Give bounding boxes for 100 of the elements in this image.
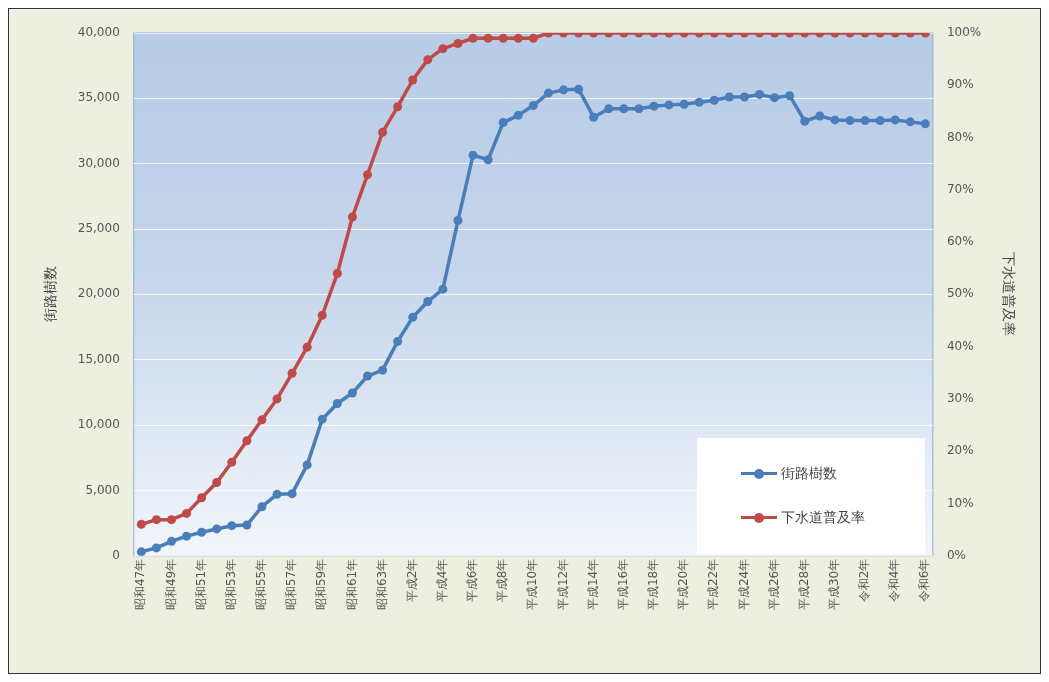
point (347, 212, 357, 222)
y2-tick-label: 70% (946, 181, 974, 196)
point (528, 101, 538, 111)
point (242, 436, 252, 446)
point (785, 91, 795, 101)
y-tick-label: 5,000 (85, 482, 120, 497)
x-tick-label: 令和6年 (917, 558, 932, 603)
point (830, 115, 840, 125)
point (860, 116, 870, 126)
point (272, 489, 282, 499)
point (559, 85, 568, 95)
legend-label: 下水道普及率 (780, 508, 865, 527)
point (574, 84, 584, 94)
x-tick-label: 平成6年 (465, 558, 480, 603)
x-tick-label: 昭和55年 (254, 558, 269, 611)
point (151, 543, 161, 553)
y-tick-label: 40,000 (77, 25, 120, 40)
point (393, 102, 403, 112)
point (438, 284, 448, 294)
point (800, 116, 810, 126)
y2-tick-label: 50% (946, 286, 974, 301)
point (408, 312, 418, 322)
point (182, 508, 192, 518)
point (468, 150, 478, 160)
x-tick-label: 平成22年 (706, 558, 721, 611)
y2-axis-title: 下水道普及率 (1000, 252, 1017, 337)
point (362, 371, 372, 381)
point (890, 115, 900, 125)
point (151, 515, 161, 525)
point (362, 170, 372, 180)
point (378, 127, 388, 137)
point (302, 460, 312, 470)
x-tick-label: 平成8年 (495, 558, 510, 603)
legend-label: 街路樹数 (780, 464, 837, 483)
point (513, 110, 523, 120)
x-tick-label: 平成2年 (404, 558, 419, 603)
x-tick-label: 令和4年 (887, 558, 902, 603)
point (182, 531, 192, 541)
point (393, 336, 403, 346)
point (679, 99, 689, 109)
point (408, 75, 418, 85)
point (197, 527, 207, 537)
point (332, 398, 342, 408)
point (257, 415, 267, 425)
y-tick-label: 0 (112, 547, 120, 562)
point (709, 95, 719, 105)
point (227, 521, 237, 531)
x-tick-label: 令和2年 (857, 558, 872, 603)
point (770, 93, 780, 103)
x-tick-label: 昭和57年 (284, 558, 299, 611)
x-tick-label: 平成20年 (676, 558, 691, 611)
x-tick-label: 昭和47年 (133, 558, 148, 611)
x-tick-label: 昭和63年 (374, 558, 389, 611)
x-tick-label: 平成14年 (585, 558, 600, 611)
point (423, 297, 433, 307)
point (272, 394, 282, 404)
point (649, 101, 659, 111)
point (438, 44, 448, 54)
y-tick-label: 10,000 (77, 417, 120, 432)
point (589, 112, 599, 122)
y2-tick-label: 10% (946, 495, 974, 510)
point (242, 520, 252, 530)
x-tick-label: 昭和51年 (193, 558, 208, 611)
point (498, 118, 508, 128)
point (287, 489, 297, 499)
y-tick-label: 30,000 (77, 155, 120, 170)
point (453, 216, 463, 226)
point (619, 104, 629, 114)
x-tick-label: 昭和53年 (223, 558, 238, 611)
y2-tick-label: 20% (946, 443, 974, 458)
point (815, 111, 825, 121)
point (724, 92, 734, 102)
point (227, 457, 237, 467)
point (166, 515, 176, 525)
point (287, 368, 297, 378)
y2-tick-label: 80% (946, 129, 974, 144)
point (875, 116, 885, 126)
point (302, 342, 312, 352)
point (212, 524, 222, 534)
x-tick-label: 平成26年 (766, 558, 781, 611)
point (378, 365, 388, 375)
y2-tick-label: 40% (946, 338, 974, 353)
x-tick-label: 平成28年 (796, 558, 811, 611)
point (423, 55, 433, 65)
y-tick-label: 15,000 (77, 351, 120, 366)
point (483, 155, 493, 165)
y2-tick-label: 90% (946, 77, 974, 92)
x-tick-label: 平成18年 (646, 558, 661, 611)
x-tick-label: 平成30年 (827, 558, 842, 611)
point (604, 104, 614, 114)
point (332, 268, 342, 278)
x-tick-label: 平成10年 (525, 558, 540, 611)
x-tick-label: 平成24年 (736, 558, 751, 611)
point (197, 493, 207, 503)
point (317, 414, 327, 424)
point (166, 536, 176, 546)
point (920, 119, 930, 129)
y-tick-label: 20,000 (77, 286, 120, 301)
y2-tick-label: 0% (946, 547, 966, 562)
point (739, 92, 749, 102)
